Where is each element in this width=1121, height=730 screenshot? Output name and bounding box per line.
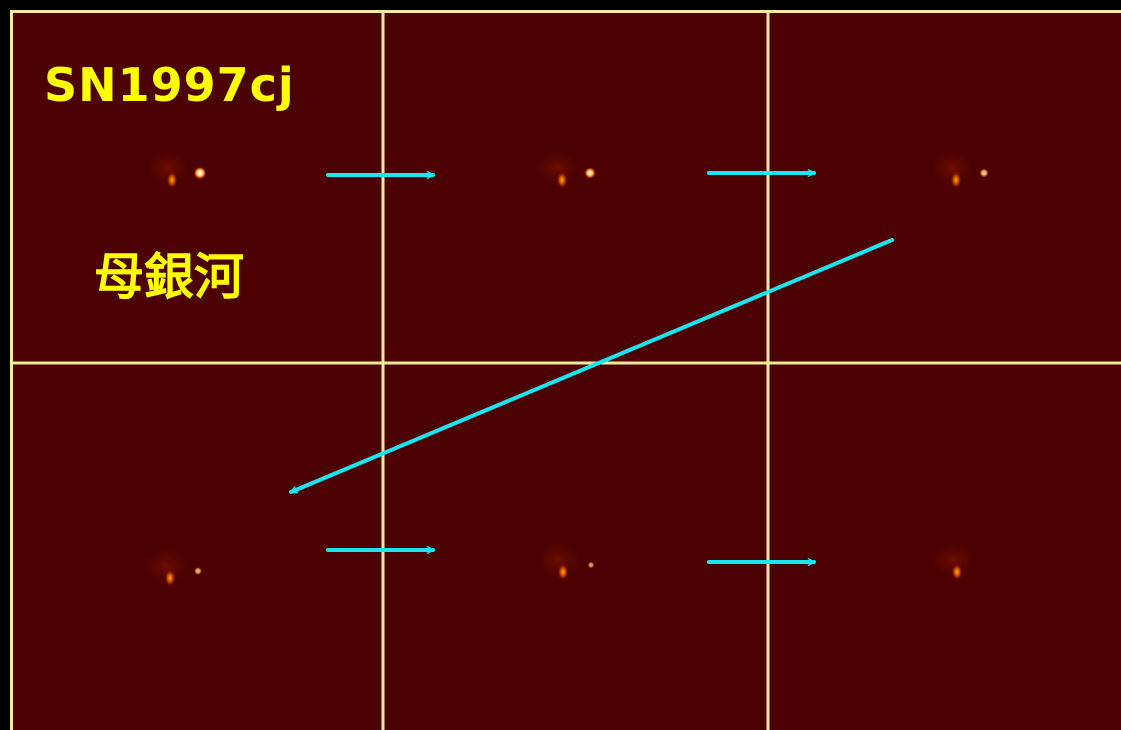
grid-outer-border xyxy=(10,10,1121,730)
host-galaxy-label: 母銀河 xyxy=(94,248,244,306)
host-galaxy-core xyxy=(951,563,963,581)
galaxy-halo xyxy=(144,548,188,584)
panel-background xyxy=(385,12,768,363)
supernova-point xyxy=(194,567,202,575)
image-panel xyxy=(12,12,383,363)
host-galaxy-core xyxy=(166,171,178,189)
image-panel xyxy=(12,365,383,730)
supernova-point xyxy=(587,561,595,569)
galaxy-halo xyxy=(931,542,975,578)
image-panel xyxy=(385,365,768,730)
sequence-arrows xyxy=(289,169,894,566)
galaxy-halo xyxy=(537,542,581,578)
panel-background xyxy=(770,12,1121,363)
galaxy-halo xyxy=(930,150,974,186)
image-panel xyxy=(770,12,1121,363)
arrow-diagonal-icon xyxy=(289,238,894,494)
supernova-point xyxy=(194,167,206,179)
image-panel xyxy=(385,12,768,363)
supernova-point xyxy=(979,168,989,178)
host-galaxy-core xyxy=(556,171,568,189)
host-galaxy-core xyxy=(164,569,176,587)
host-galaxy-core xyxy=(557,563,569,581)
panel-background xyxy=(12,12,383,363)
grid-lines xyxy=(10,10,1121,730)
panel-background xyxy=(12,365,383,730)
image-panel xyxy=(770,365,1121,730)
panel-background xyxy=(385,365,768,730)
supernova-label: SN1997cj xyxy=(44,58,295,112)
supernova-point xyxy=(584,167,596,179)
host-galaxy-core xyxy=(950,171,962,189)
panel-group xyxy=(12,12,1121,730)
galaxy-halo xyxy=(536,150,580,186)
galaxy-halo xyxy=(146,150,190,186)
